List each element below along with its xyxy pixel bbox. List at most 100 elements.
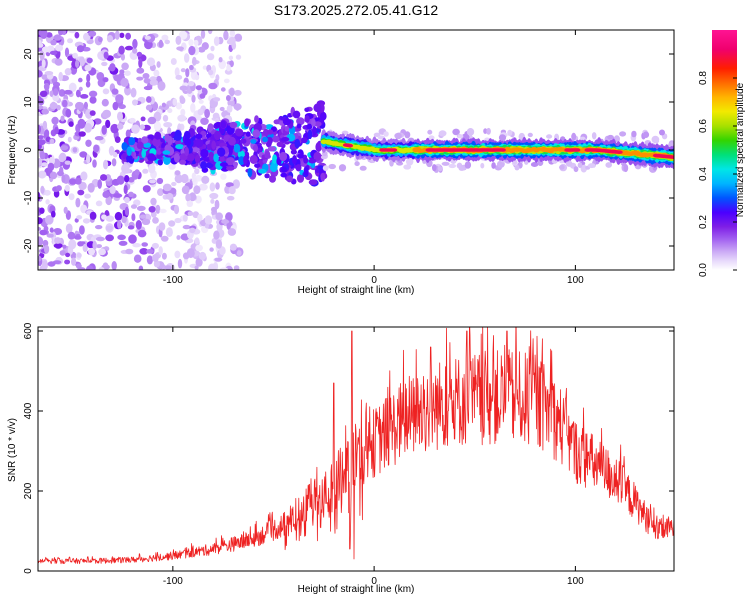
- spectrogram-cell: [38, 139, 46, 146]
- spectrogram-cell: [200, 117, 209, 126]
- colorbar-tick-label: 0.2: [698, 215, 709, 229]
- spectrogram-cell: [38, 236, 44, 247]
- spectrogram-cell: [229, 243, 237, 251]
- spectrogram-cell: [580, 164, 587, 173]
- spectrogram-cell: [51, 116, 59, 125]
- spectrogram-cell: [179, 159, 187, 165]
- spectrogram-cell: [100, 174, 108, 181]
- spectrogram-cell: [76, 45, 85, 53]
- spectrogram-cell: [213, 153, 219, 163]
- spectrogram-cell: [144, 35, 151, 40]
- spectrogram-cell: [62, 99, 68, 108]
- spectrogram-cell: [141, 242, 148, 247]
- spectrogram-cell: [67, 231, 76, 240]
- spectrogram-y-label: Frequency (Hz): [7, 116, 18, 185]
- spectrogram-cell: [373, 132, 381, 137]
- spectrogram-cell: [188, 39, 194, 47]
- spectrogram-cell: [88, 30, 97, 37]
- spectrogram-cell: [198, 99, 204, 104]
- spectrogram-cell: [226, 157, 235, 166]
- spectrogram-cell: [191, 177, 197, 183]
- spectrogram-cell: [95, 236, 105, 242]
- spectrogram-cell: [49, 171, 58, 180]
- spectrogram-cell: [56, 104, 61, 111]
- spectrogram-cell: [577, 162, 583, 169]
- spectrogram-cell: [225, 212, 233, 222]
- spectrogram-cell: [38, 95, 42, 102]
- spectrogram-cell: [102, 77, 109, 83]
- spectrogram-cell: [92, 240, 97, 250]
- spectrogram-cell: [111, 158, 117, 167]
- spectrogram-cell: [441, 161, 450, 166]
- spectrogram-cell: [85, 81, 91, 88]
- spectrogram-cell: [252, 144, 259, 152]
- spectrogram-cell: [68, 193, 75, 201]
- spectrogram-cell: [279, 151, 288, 162]
- spectrogram-cell: [269, 175, 276, 183]
- colorbar-tick-label: 0.8: [698, 71, 709, 85]
- spectrogram-cell: [92, 159, 97, 168]
- spectrogram-cell: [226, 95, 231, 102]
- spectrogram-cell: [75, 197, 81, 208]
- spectrogram-cell: [184, 146, 189, 157]
- snr-x-ticks: -100 0 100: [163, 327, 584, 587]
- spectrogram-cell: [155, 204, 161, 214]
- spectrogram-cell: [49, 227, 54, 233]
- spectrogram-cell: [38, 226, 42, 231]
- spectrogram-cell: [77, 118, 86, 129]
- spectrogram-cell: [164, 39, 170, 45]
- spectrogram-cell: [180, 68, 186, 73]
- spectrogram-cell: [172, 98, 178, 106]
- spectrogram-cell: [198, 251, 207, 261]
- spectrogram-cell: [54, 126, 59, 135]
- spectrogram-cell: [149, 179, 156, 184]
- spectrogram-cell: [308, 158, 317, 164]
- spectrogram-cell: [276, 141, 284, 148]
- spectrogram-cell: [281, 166, 287, 173]
- spectrogram-cell: [146, 57, 156, 67]
- spectrogram-cell: [297, 153, 304, 159]
- spectrogram-data: [38, 30, 674, 270]
- spectrogram-cell: [114, 136, 121, 144]
- spectrogram-cell: [49, 138, 55, 144]
- spectrogram-cell: [191, 94, 196, 103]
- spectrogram-cell: [141, 136, 149, 144]
- spectrogram-cell: [213, 230, 220, 240]
- spectrogram-cell: [103, 159, 109, 170]
- spectrogram-cell: [264, 150, 271, 159]
- spectrogram-cell: [52, 93, 60, 102]
- spectrogram-cell: [294, 138, 301, 149]
- spectrogram-cell: [208, 263, 216, 270]
- spectrogram-cell: [193, 185, 201, 195]
- spectrogram-cell: [125, 32, 131, 40]
- spectrogram-cell: [51, 210, 56, 218]
- spectrogram-cell: [194, 265, 199, 270]
- spectrogram-cell: [153, 69, 160, 77]
- spectrogram-cell: [130, 87, 137, 98]
- colorbar-ticks: 0.0 0.2 0.4 0.6 0.8: [698, 71, 737, 277]
- spectrogram-cell: [159, 208, 167, 214]
- spectrogram-cell: [178, 30, 188, 40]
- spectrogram-cell: [219, 267, 229, 270]
- spectrogram-cell: [195, 85, 202, 91]
- spectrogram-cell: [491, 162, 496, 169]
- spectrogram-cell: [616, 150, 623, 154]
- spectrogram-cell: [114, 30, 120, 40]
- spectrogram-cell: [219, 162, 228, 168]
- figure-title: S173.2025.272.05.41.G12: [274, 2, 438, 18]
- spectrogram-cell: [619, 131, 627, 137]
- spectrogram-cell: [296, 117, 305, 126]
- spectrogram-cell: [38, 255, 42, 262]
- spectrogram-cell: [215, 212, 223, 221]
- spectrogram-cell: [211, 140, 216, 150]
- spectrogram-cell: [233, 103, 242, 111]
- spectrogram-cell: [286, 175, 293, 183]
- spectrogram-cell: [102, 109, 112, 119]
- spectrogram-cell: [209, 247, 214, 252]
- spectrogram-cell: [313, 121, 322, 127]
- spectrogram-cell: [233, 89, 242, 96]
- spectrogram-cell: [39, 207, 45, 214]
- spectrogram-cell: [63, 206, 68, 214]
- spectrogram-cell: [68, 82, 77, 93]
- spectrogram-cell: [75, 101, 84, 110]
